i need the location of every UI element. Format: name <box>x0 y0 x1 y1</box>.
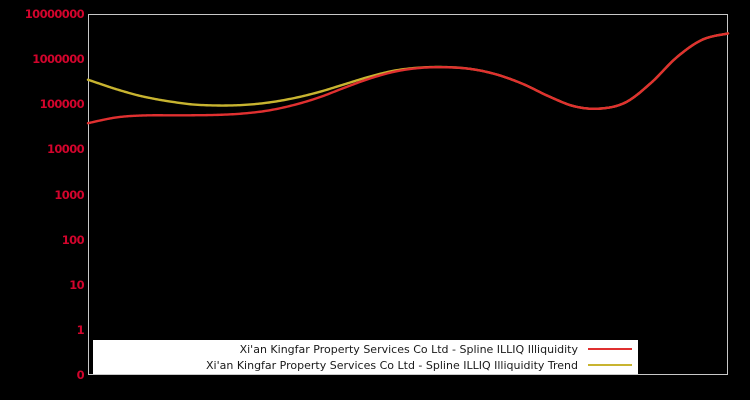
y-axis-tick-label: 10000000 <box>24 7 85 21</box>
y-axis-tick-label: 0 <box>76 368 85 382</box>
y-axis-tick-label: 100000 <box>39 97 85 112</box>
legend-label: Xi'an Kingfar Property Services Co Ltd -… <box>239 342 578 356</box>
legend-color-swatch <box>588 364 632 366</box>
legend-color-swatch <box>588 348 632 350</box>
y-axis-tick-label: 10 <box>69 277 84 292</box>
chart-legend: Xi'an Kingfar Property Services Co Ltd -… <box>93 340 638 374</box>
y-axis-tick-label: 10000 <box>46 142 85 157</box>
y-axis-tick-label: 1000 <box>54 187 84 202</box>
y-axis-tick-label: 1000000 <box>32 52 84 67</box>
plot-area-frame <box>88 14 728 375</box>
legend-item: Xi'an Kingfar Property Services Co Ltd -… <box>93 357 632 373</box>
legend-label: Xi'an Kingfar Property Services Co Ltd -… <box>206 358 578 372</box>
y-axis-tick-label: 1 <box>76 322 85 337</box>
y-axis-tick-label: 100 <box>61 232 85 247</box>
y-axis-tick-labels: 10000000 1000000 100000 10000 1000 100 10 1 0 <box>0 0 85 400</box>
legend-item: Xi'an Kingfar Property Services Co Ltd -… <box>93 341 632 357</box>
